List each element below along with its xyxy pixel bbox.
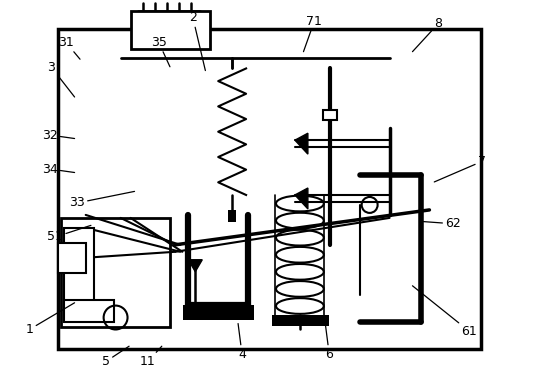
- Text: 4: 4: [238, 324, 246, 360]
- Text: 31: 31: [58, 36, 80, 59]
- Text: 5: 5: [102, 346, 129, 368]
- Text: 3: 3: [48, 61, 74, 97]
- Bar: [323, 110, 337, 120]
- Text: 1: 1: [26, 303, 74, 336]
- Polygon shape: [295, 188, 308, 209]
- Polygon shape: [295, 133, 308, 154]
- Text: 7: 7: [434, 155, 486, 182]
- Text: 32: 32: [42, 128, 74, 141]
- Text: 61: 61: [412, 286, 478, 338]
- Text: 34: 34: [42, 163, 74, 175]
- Text: 33: 33: [69, 191, 135, 210]
- Bar: [228, 210, 236, 222]
- Bar: [131, 11, 210, 49]
- Bar: [64, 228, 94, 305]
- Text: 35: 35: [151, 36, 170, 67]
- Text: 6: 6: [325, 324, 333, 360]
- Bar: [58, 243, 86, 273]
- Text: 11: 11: [140, 346, 162, 368]
- Bar: [61, 218, 170, 327]
- Bar: [183, 305, 254, 319]
- Bar: [58, 28, 481, 349]
- Text: 8: 8: [412, 17, 443, 52]
- Bar: [272, 315, 329, 326]
- Text: 51: 51: [48, 226, 91, 243]
- Polygon shape: [188, 260, 202, 272]
- Text: 71: 71: [304, 15, 322, 52]
- Text: 62: 62: [423, 217, 461, 230]
- Bar: [64, 299, 114, 321]
- Text: 2: 2: [189, 11, 205, 70]
